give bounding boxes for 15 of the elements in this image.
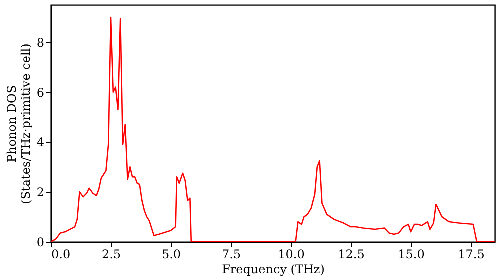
y-tick-label: 6: [36, 86, 44, 100]
y-tick-label: 2: [36, 186, 44, 200]
x-tick-label: 17.5: [458, 248, 485, 262]
x-tick-label: 7.5: [222, 248, 242, 262]
x-tick-label: 0.0: [52, 248, 71, 262]
x-tick-label: 12.5: [338, 248, 365, 262]
y-tick-label: 8: [36, 36, 44, 50]
x-tick-label: 15.0: [398, 248, 425, 262]
x-tick-label: 5.0: [162, 248, 182, 262]
y-axis-title: Phonon DOS (States/THz·primitive cell): [4, 44, 33, 204]
x-tick-label: 10.0: [278, 248, 305, 262]
y-tick-label: 0: [36, 236, 44, 250]
y-tick-label: 4: [36, 136, 45, 150]
x-axis-title: Frequency (THz): [222, 262, 325, 276]
x-tick-label: 2.5: [102, 248, 122, 262]
